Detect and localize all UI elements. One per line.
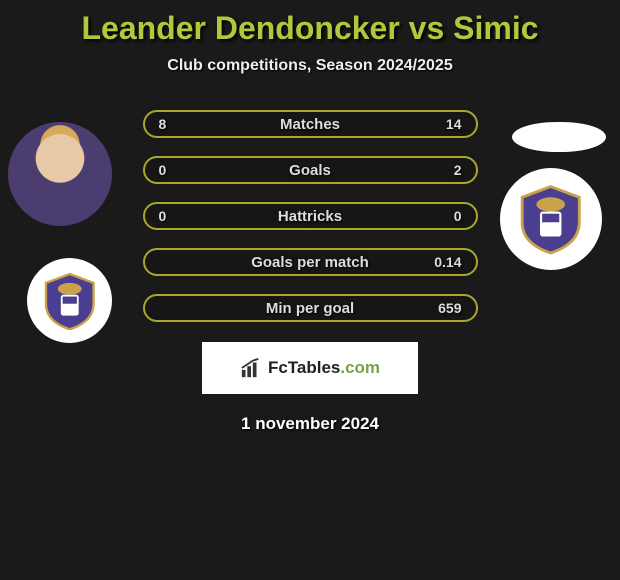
brand-name: FcTables: [268, 358, 340, 377]
page-title: Leander Dendoncker vs Simic: [0, 0, 620, 47]
stat-left-value: 0: [159, 162, 167, 178]
vs-word: vs: [409, 10, 445, 46]
stat-label: Matches: [145, 116, 476, 133]
player2-club-crest: [500, 168, 602, 270]
stat-left-value: 8: [159, 116, 167, 132]
stat-right-value: 0.14: [434, 254, 461, 270]
rsc-anderlecht-crest-icon: [40, 271, 100, 331]
player2-avatar: [512, 122, 606, 152]
brand-suffix: .com: [340, 358, 380, 377]
brand-text: FcTables.com: [268, 358, 380, 378]
rsc-anderlecht-crest-icon: [515, 183, 586, 254]
stat-label: Hattricks: [145, 208, 476, 225]
stat-left-value: 0: [159, 208, 167, 224]
stat-pill: 8Matches14: [143, 110, 478, 138]
stat-right-value: 2: [454, 162, 462, 178]
player1-headshot-placeholder: [8, 122, 112, 226]
player1-avatar: [8, 122, 112, 226]
player2-name: Simic: [453, 10, 538, 46]
stat-label: Goals per match: [145, 254, 476, 271]
snapshot-date: 1 november 2024: [0, 414, 620, 434]
stat-pill: Goals per match0.14: [143, 248, 478, 276]
bar-chart-icon: [240, 357, 262, 379]
stat-label: Goals: [145, 162, 476, 179]
player1-name: Leander Dendoncker: [81, 10, 399, 46]
stat-right-value: 0: [454, 208, 462, 224]
stat-right-value: 14: [446, 116, 462, 132]
brand-logo: FcTables.com: [202, 342, 418, 394]
stat-pill: Min per goal659: [143, 294, 478, 322]
player1-club-crest: [27, 258, 112, 343]
stat-label: Min per goal: [145, 300, 476, 317]
stat-pill: 0Hattricks0: [143, 202, 478, 230]
subtitle: Club competitions, Season 2024/2025: [0, 57, 620, 75]
stat-right-value: 659: [438, 300, 461, 316]
stat-pill: 0Goals2: [143, 156, 478, 184]
